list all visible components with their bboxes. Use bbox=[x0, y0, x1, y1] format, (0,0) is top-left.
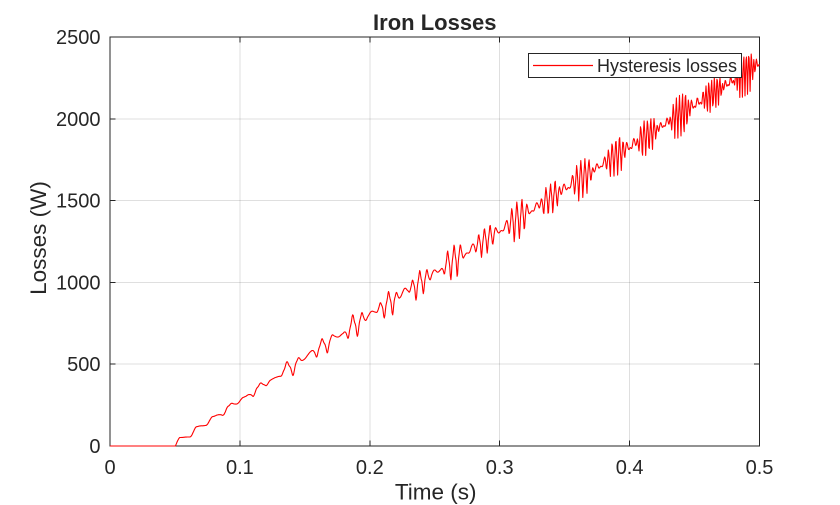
svg-text:0: 0 bbox=[89, 436, 100, 458]
svg-text:Iron Losses: Iron Losses bbox=[373, 10, 496, 35]
svg-text:0.5: 0.5 bbox=[746, 457, 774, 479]
svg-text:2000: 2000 bbox=[56, 109, 101, 131]
svg-text:0.3: 0.3 bbox=[486, 457, 514, 479]
svg-text:Hysteresis losses: Hysteresis losses bbox=[597, 56, 737, 76]
svg-text:500: 500 bbox=[67, 354, 100, 376]
svg-text:1000: 1000 bbox=[56, 272, 101, 294]
svg-text:0: 0 bbox=[104, 457, 115, 479]
svg-text:2500: 2500 bbox=[56, 27, 101, 49]
svg-text:1500: 1500 bbox=[56, 191, 101, 213]
svg-text:Time (s): Time (s) bbox=[395, 480, 477, 505]
svg-text:Losses (W): Losses (W) bbox=[26, 181, 51, 295]
svg-text:0.2: 0.2 bbox=[356, 457, 384, 479]
svg-text:0.4: 0.4 bbox=[616, 457, 644, 479]
svg-text:0.1: 0.1 bbox=[226, 457, 254, 479]
